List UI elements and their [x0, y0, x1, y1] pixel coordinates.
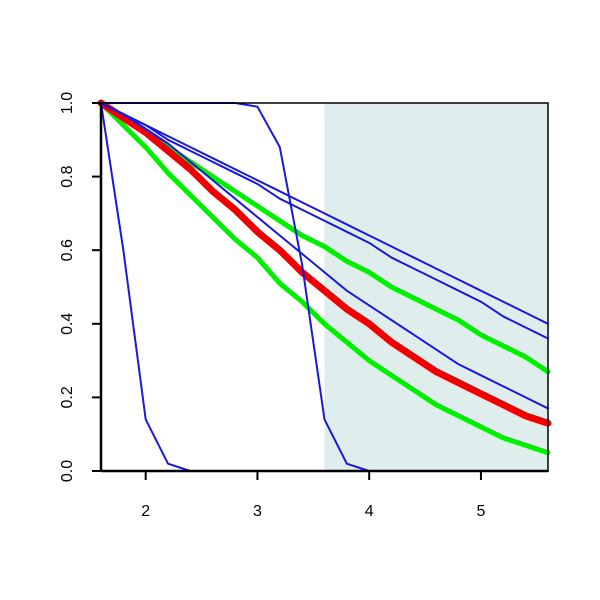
series-line: [98, 100, 551, 375]
x-tick-label: 3: [253, 503, 262, 520]
x-tick-label: 2: [141, 503, 150, 520]
series-line: [97, 99, 552, 427]
series-line: [100, 102, 549, 340]
y-tick-label: 0.6: [59, 239, 76, 261]
y-tick-label: 1.0: [59, 92, 76, 114]
x-tick-label: 4: [365, 503, 374, 520]
y-tick-label: 0.2: [59, 386, 76, 408]
x-tick-label: 5: [476, 503, 485, 520]
series-line: [100, 102, 549, 410]
shaded-region: [324, 103, 548, 471]
series-line: [98, 100, 551, 456]
series-line: [100, 102, 549, 325]
y-tick-label: 0.4: [59, 313, 76, 335]
y-tick-label: 0.0: [59, 460, 76, 482]
y-tick-label: 0.8: [59, 165, 76, 187]
